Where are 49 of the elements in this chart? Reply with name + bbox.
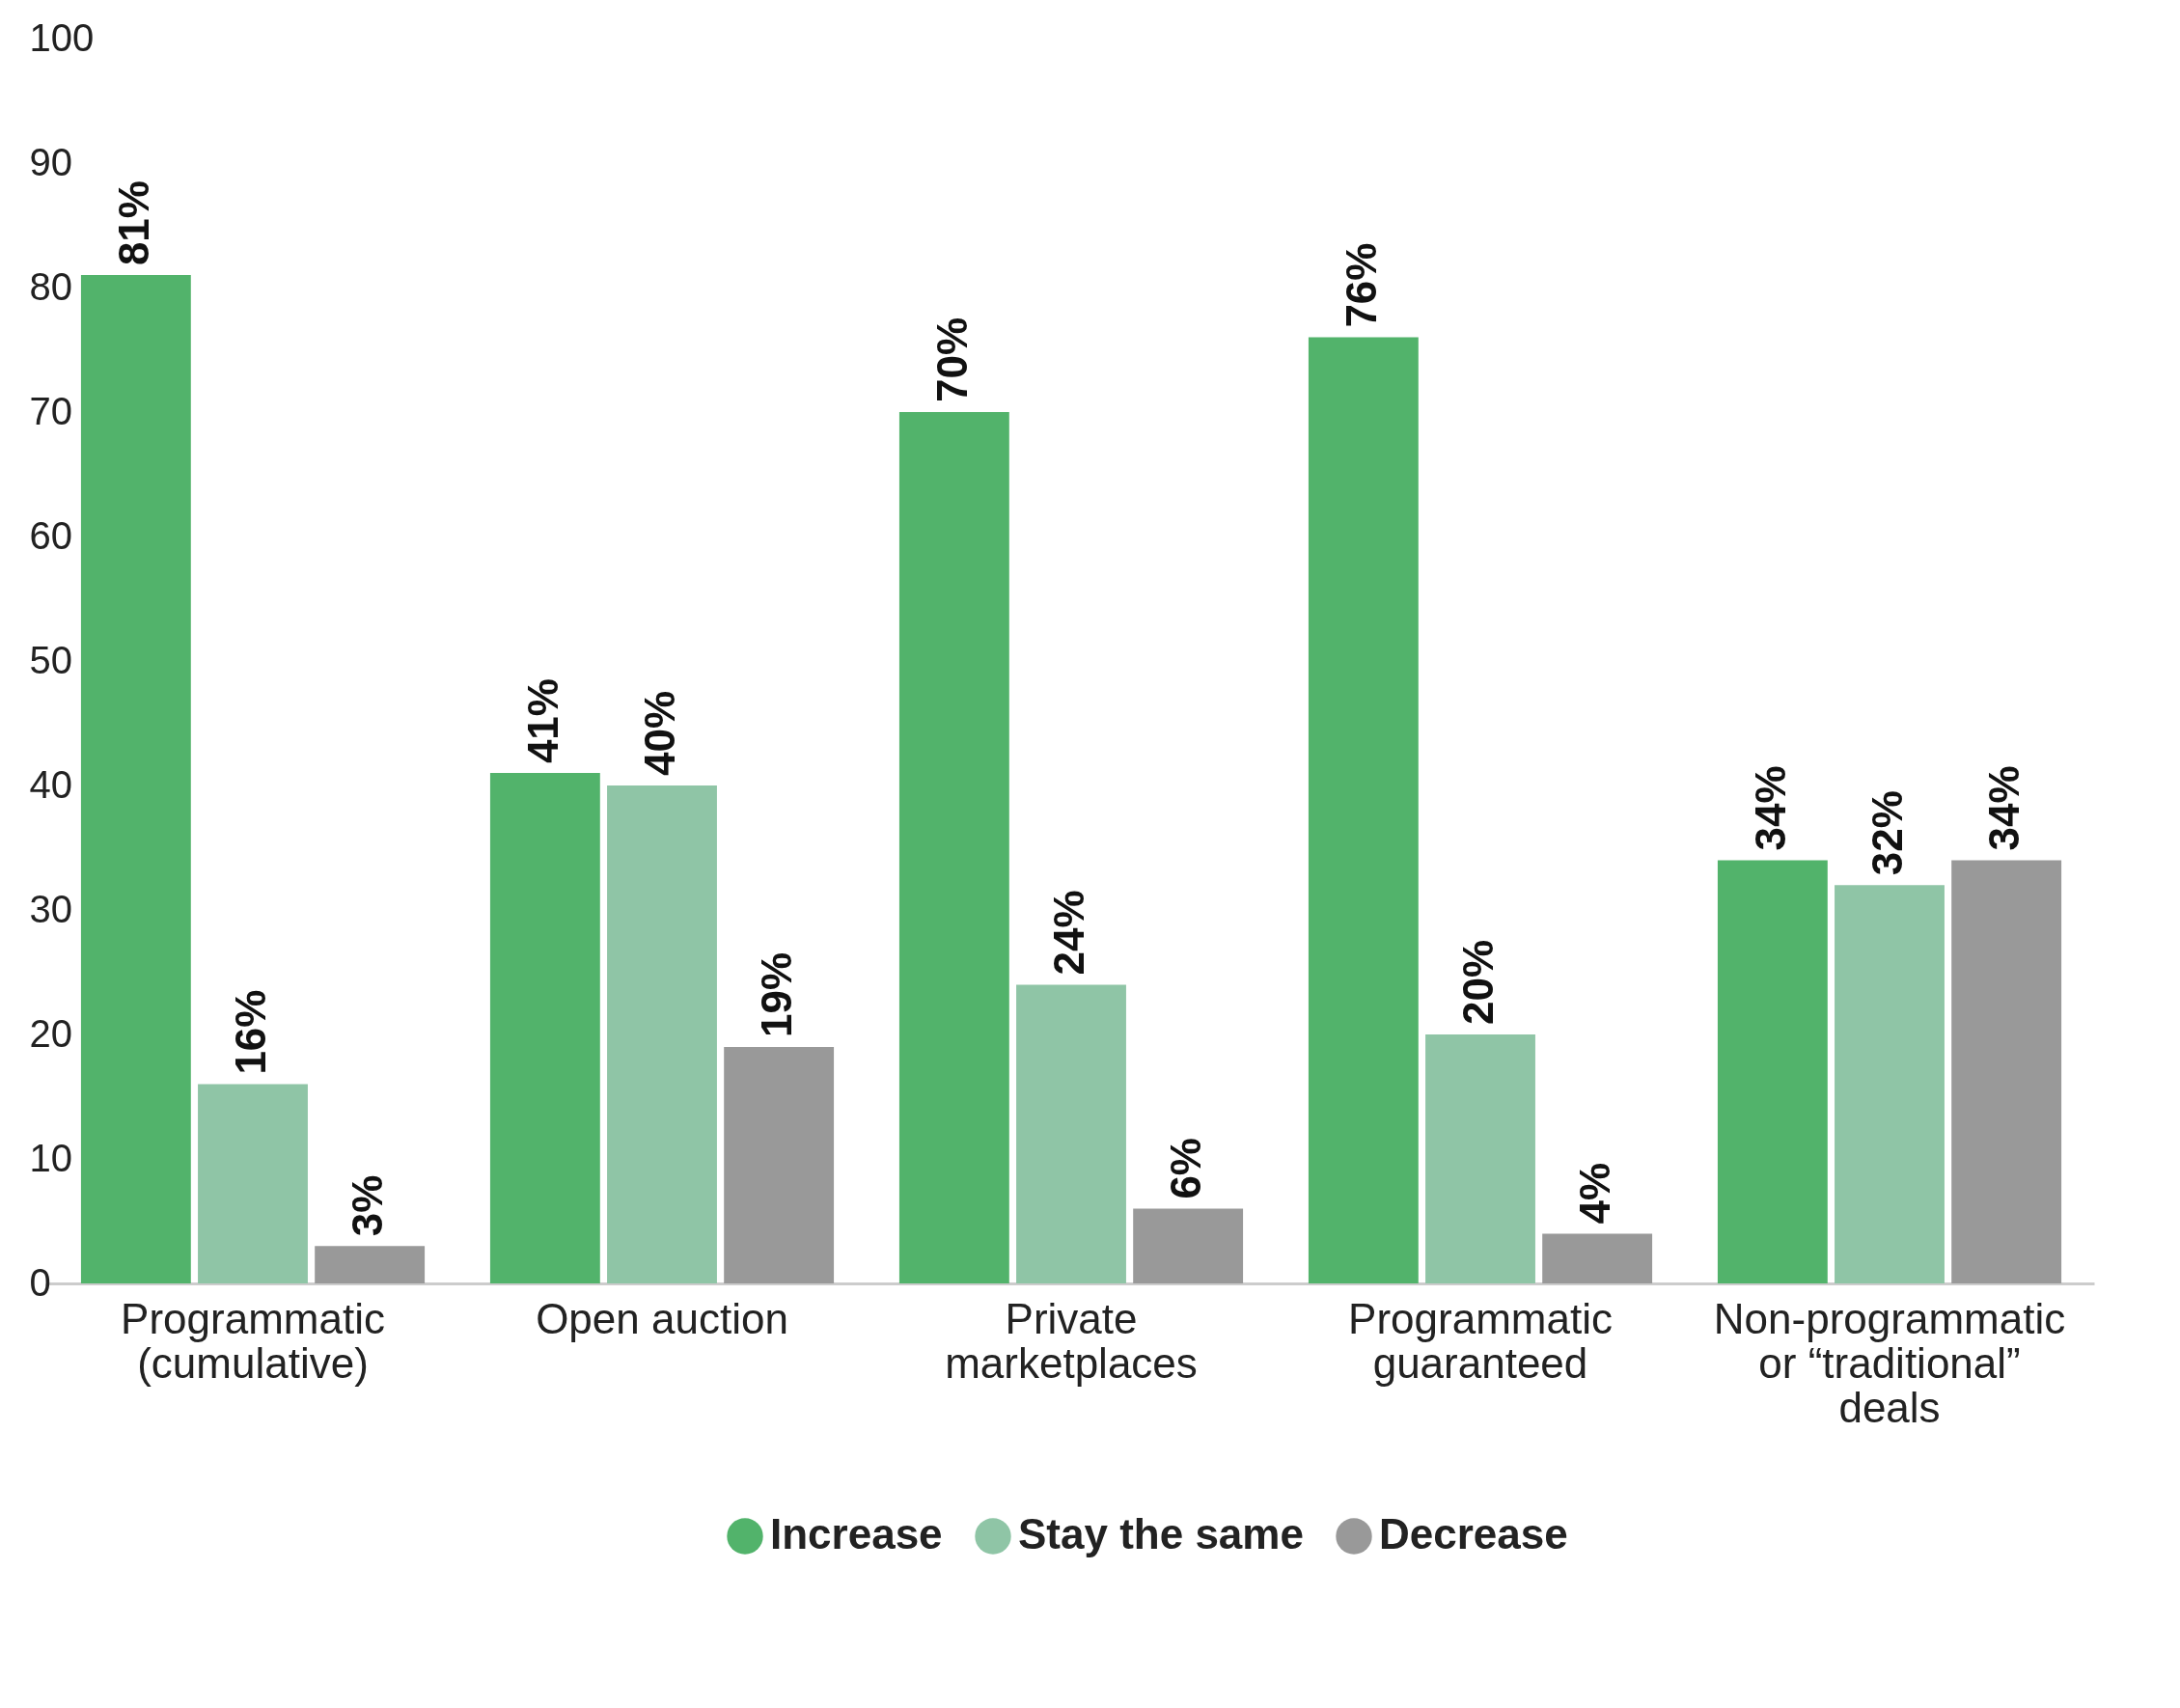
data-label: 32% xyxy=(1863,790,1911,876)
bar xyxy=(489,773,600,1283)
x-tick-label: Programmatic guaranteed xyxy=(1348,1294,1613,1387)
y-tick-label: 20 xyxy=(29,1011,72,1055)
x-tick-label: Programmatic (cumulative) xyxy=(121,1294,385,1387)
bar xyxy=(898,412,1009,1283)
legend-label: Increase xyxy=(770,1510,943,1557)
data-label: 40% xyxy=(636,690,683,776)
y-tick-label: 90 xyxy=(29,140,72,183)
legend-label: Stay the same xyxy=(1018,1510,1304,1557)
bar xyxy=(1016,984,1126,1283)
y-tick-label: 80 xyxy=(29,264,72,308)
bar xyxy=(198,1084,308,1283)
data-label: 70% xyxy=(927,317,976,402)
data-label: 6% xyxy=(1162,1138,1210,1199)
y-tick-label: 40 xyxy=(29,762,72,806)
data-label: 24% xyxy=(1045,890,1092,976)
data-label: 16% xyxy=(227,989,274,1075)
bar xyxy=(724,1046,835,1283)
y-tick-label: 60 xyxy=(29,513,72,557)
data-label: 20% xyxy=(1454,939,1502,1025)
legend-label: Decrease xyxy=(1379,1510,1568,1557)
bar xyxy=(1425,1034,1535,1283)
bar xyxy=(1717,860,1828,1283)
data-label: 81% xyxy=(109,180,157,266)
bar xyxy=(315,1246,426,1283)
y-tick-label: 50 xyxy=(29,638,72,681)
data-label: 3% xyxy=(344,1174,392,1237)
bar xyxy=(607,785,717,1283)
y-tick-label: 0 xyxy=(29,1260,51,1304)
data-label: 41% xyxy=(518,678,566,764)
x-tick-label: Non-programmatic or “traditional” deals xyxy=(1713,1294,2066,1431)
data-label: 34% xyxy=(1980,765,2028,851)
bar xyxy=(80,275,191,1283)
bar xyxy=(1951,860,2062,1283)
data-label: 4% xyxy=(1571,1162,1619,1225)
bar xyxy=(1835,885,1945,1283)
data-label: 76% xyxy=(1337,242,1385,328)
y-tick-label: 70 xyxy=(29,389,72,432)
y-tick-label: 30 xyxy=(29,887,72,930)
data-label: 19% xyxy=(753,951,801,1037)
x-tick-label: Open auction xyxy=(536,1294,788,1342)
y-tick-label: 100 xyxy=(29,15,95,59)
data-label: 34% xyxy=(1746,765,1794,851)
bar xyxy=(1542,1233,1653,1283)
bar xyxy=(1308,337,1419,1283)
y-tick-label: 10 xyxy=(29,1136,72,1179)
bar xyxy=(1133,1208,1244,1283)
x-tick-label: Private marketplaces xyxy=(945,1294,1198,1387)
